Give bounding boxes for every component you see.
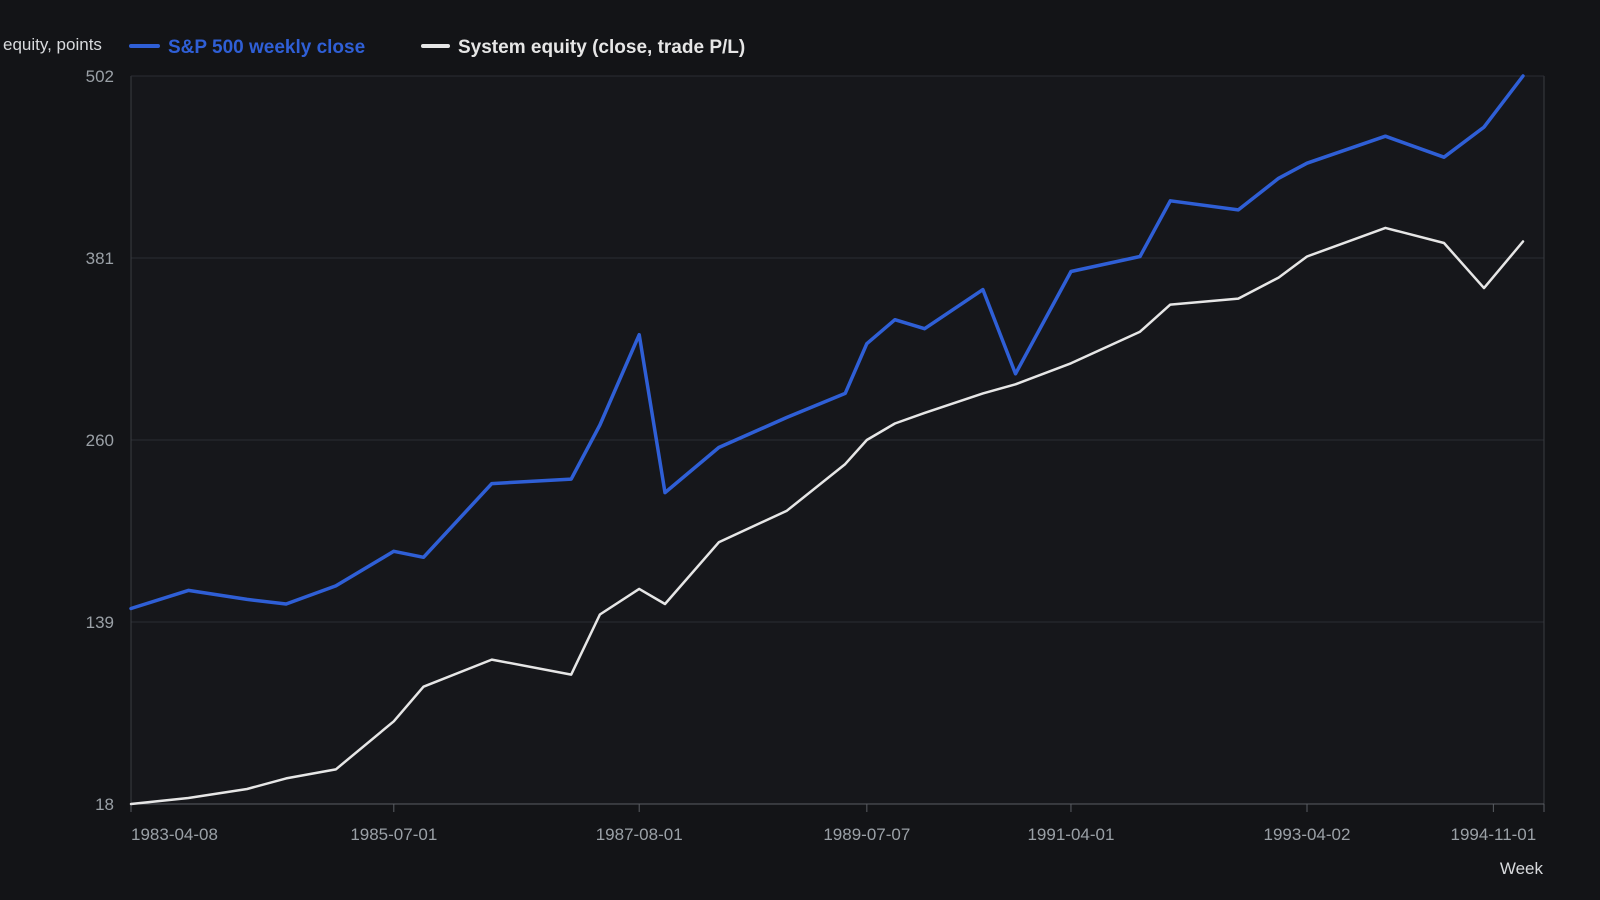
legend-label-sp500: S&P 500 weekly close [168, 37, 365, 58]
y-tick-label: 502 [86, 67, 114, 86]
x-axis-title: Week [1500, 859, 1544, 878]
x-tick-label: 1991-04-01 [1027, 825, 1114, 844]
y-tick-label: 139 [86, 613, 114, 632]
series-line-system-equity [129, 226, 1525, 806]
series-lines [129, 74, 1525, 806]
legend-label-system-equity: System equity (close, trade P/L) [458, 37, 745, 58]
axes [130, 75, 1545, 805]
x-tick-label: 1993-04-02 [1264, 825, 1351, 844]
x-axis-ticks: 1983-04-08 1985-07-01 1987-08-01 1989-07-07… [130, 804, 1545, 844]
y-axis-title: equity, points [3, 35, 102, 54]
legend: S&P 500 weekly close System equity (clos… [129, 37, 745, 58]
x-tick-label: 1989-07-07 [823, 825, 910, 844]
y-axis-ticks: 18 139 260 381 502 [86, 67, 114, 814]
x-tick-label: 1985-07-01 [350, 825, 437, 844]
y-tick-label: 260 [86, 431, 114, 450]
x-tick-label: 1994-11-01 [1451, 825, 1537, 844]
series-line-sp500 [129, 74, 1525, 611]
y-tick-label: 381 [86, 249, 114, 268]
y-tick-label: 18 [95, 795, 114, 814]
x-tick-label: 1987-08-01 [596, 825, 683, 844]
x-tick-label: 1983-04-08 [131, 825, 218, 844]
